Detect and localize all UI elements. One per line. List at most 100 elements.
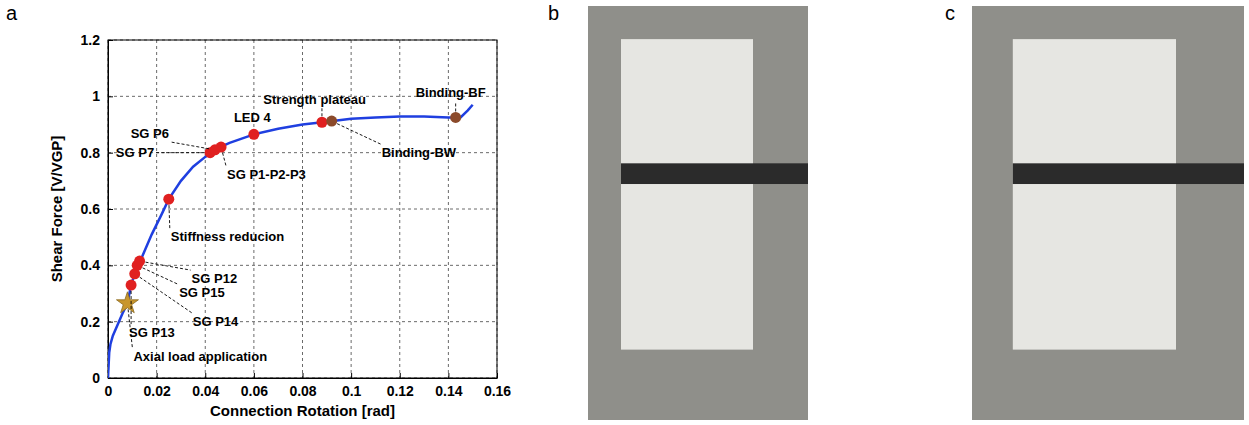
x-tick-label: 0.14: [435, 383, 462, 399]
leader-line: [143, 268, 179, 284]
photo-specimen: [621, 39, 753, 350]
x-tick: 0.06: [241, 373, 268, 399]
y-tick-label: 1: [92, 88, 100, 104]
x-tick: 0.04: [192, 373, 219, 399]
y-axis: 0 0.2 0.4 0.6 0.8 1 1.2: [81, 32, 113, 386]
y-tick: 1: [92, 88, 113, 104]
y-tick-mark: [108, 40, 113, 41]
x-tick-mark: [400, 373, 401, 378]
x-tick: 0.16: [484, 373, 511, 399]
photo-placeholder: [972, 6, 1244, 420]
event-marker: [216, 142, 227, 153]
grid-line-y: [108, 321, 497, 322]
y-tick-label: 0: [92, 370, 100, 386]
y-tick-mark: [108, 153, 113, 154]
y-tick: 1.2: [81, 32, 113, 48]
annotation-label: Stiffness reducion: [171, 229, 284, 244]
figure: 00.020.040.060.080.10.120.140.1600.20.40…: [0, 0, 1249, 425]
y-tick: 0.8: [81, 145, 113, 161]
photo-specimen: [1013, 39, 1176, 350]
annotation-label: SG P12: [192, 271, 238, 286]
y-tick-mark: [108, 96, 113, 97]
x-tick: 0.14: [435, 373, 462, 399]
leader-line: [170, 142, 209, 149]
plot-area: [108, 105, 473, 378]
x-tick-mark: [351, 373, 352, 378]
x-axis-title: Connection Rotation [rad]: [210, 402, 395, 419]
photo-background: [588, 6, 808, 420]
event-marker: [450, 112, 461, 123]
photo-background: [972, 6, 1244, 420]
annotation-label: Strength plateau: [263, 92, 366, 107]
x-tick-mark: [448, 373, 449, 378]
x-tick: 0.02: [144, 373, 171, 399]
leader-line: [455, 101, 456, 111]
x-tick-label: 0.08: [289, 383, 316, 399]
y-tick-mark: [108, 209, 113, 210]
x-tick-label: 0.16: [484, 383, 511, 399]
x-tick-label: 0.04: [192, 383, 219, 399]
leader-line: [223, 153, 226, 166]
annotation-label: SG P1-P2-P3: [227, 167, 306, 182]
x-tick-label: 0: [105, 383, 113, 399]
y-tick-mark: [108, 378, 113, 379]
x-tick-label: 0.1: [342, 383, 362, 399]
y-tick-label: 0.6: [81, 201, 101, 217]
leader-line: [337, 124, 381, 144]
leader-line: [155, 152, 204, 153]
leader-line: [321, 108, 322, 116]
x-axis-line: [109, 378, 498, 379]
event-marker: [316, 117, 327, 128]
y-tick-label: 1.2: [81, 32, 101, 48]
y-tick: 0: [92, 370, 113, 386]
event-marker: [326, 116, 337, 127]
y-axis-title: Shear Force [V/VGP]: [48, 136, 65, 283]
x-tick: 0.1: [342, 373, 362, 399]
photo-placeholder: [588, 6, 808, 420]
y-tick: 0.6: [81, 201, 113, 217]
annotation-label: SG P7: [116, 145, 154, 160]
leader-line: [131, 291, 132, 324]
event-marker: [134, 256, 145, 267]
x-tick-mark: [157, 373, 158, 378]
y-tick-mark: [108, 265, 113, 266]
y-tick-label: 0.8: [81, 145, 101, 161]
panel-letter: b: [548, 2, 559, 24]
annotation-label: Binding-BF: [416, 85, 486, 100]
leader-line: [168, 205, 170, 228]
event-marker: [163, 194, 174, 205]
x-tick-label: 0.06: [241, 383, 268, 399]
leader-line: [146, 262, 191, 270]
x-tick-label: 0.12: [387, 383, 414, 399]
panel-letter: c: [945, 2, 955, 24]
photo-beam: [621, 163, 808, 184]
x-tick-mark: [303, 373, 304, 378]
event-markers: [116, 112, 461, 313]
x-tick: 0.12: [387, 373, 414, 399]
y-tick-label: 0.2: [81, 314, 101, 330]
x-axis: 0 0.02 0.04 0.06 0.08 0.1 0.12 0.14 0.16: [105, 373, 512, 399]
y-tick-label: 0.4: [81, 257, 101, 273]
annotation-label: LED 4: [234, 110, 272, 125]
y-tick-mark: [108, 322, 113, 323]
x-tick-mark: [205, 373, 206, 378]
y-tick: 0.2: [81, 314, 113, 330]
event-marker: [248, 129, 259, 140]
x-tick-label: 0.02: [144, 383, 171, 399]
x-tick-mark: [497, 373, 498, 378]
annotation-label: Binding-BW: [382, 145, 457, 160]
event-marker: [116, 292, 138, 313]
annotation-label: SG P13: [129, 325, 175, 340]
x-tick-mark: [254, 373, 255, 378]
grid-line-y: [108, 209, 497, 210]
x-tick: 0.08: [289, 373, 316, 399]
y-tick: 0.4: [81, 257, 113, 273]
grid: [108, 40, 497, 378]
annotation-label: SG P6: [131, 126, 169, 141]
leader-lines: [128, 101, 456, 348]
annotation-label: Axial load application: [133, 349, 267, 364]
grid-line-x: [399, 40, 400, 378]
panel-letter: a: [6, 2, 18, 24]
curve: [108, 105, 473, 378]
annotations: Axial load applicationSG P13SG P14SG P15…: [116, 85, 486, 364]
